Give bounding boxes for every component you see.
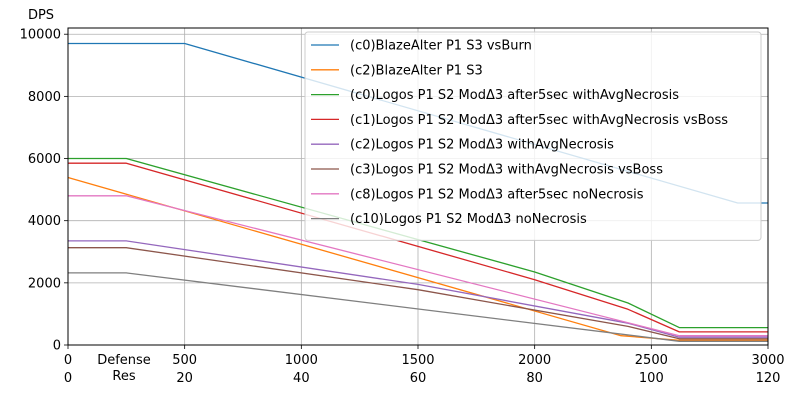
x-tick-label: 1500	[401, 353, 434, 368]
series-line-5	[68, 247, 768, 340]
x-tick-label: 3000	[751, 353, 784, 368]
x-tick-label-secondary: 80	[526, 371, 543, 386]
y-tick-label: 4000	[28, 214, 61, 229]
y-tick-label: 10000	[20, 28, 61, 43]
axis-ticks: 0050020100040150060200080250010030001200…	[20, 28, 785, 386]
series-line-3	[68, 162, 768, 333]
legend-entry-label: (c1)Logos P1 S2 ModΔ3 after5sec withAvgN…	[350, 113, 728, 128]
y-tick-label: 0	[53, 339, 61, 354]
x-tick-label-secondary: 20	[176, 371, 193, 386]
series-line-4	[68, 240, 768, 338]
x-tick-label-secondary: 60	[410, 371, 427, 386]
x-tick-label: 2500	[635, 353, 668, 368]
y-tick-label: 2000	[28, 276, 61, 291]
legend-entry-label: (c10)Logos P1 S2 ModΔ3 noNecrosis	[350, 212, 587, 227]
legend-entry-label: (c2)Logos P1 S2 ModΔ3 withAvgNecrosis	[350, 138, 614, 153]
y-tick-label: 6000	[28, 152, 61, 167]
series-line-2	[68, 157, 768, 329]
x-axis-label-line1: Defense	[97, 353, 151, 368]
x-tick-label: 500	[172, 353, 197, 368]
x-tick-label-secondary: 100	[639, 371, 664, 386]
legend: (c0)BlazeAlter P1 S3 vsBurn (c2)BlazeAlte…	[304, 31, 762, 241]
x-tick-label: 2000	[518, 353, 551, 368]
legend-entry-label: (c0)BlazeAlter P1 S3 vsBurn	[350, 39, 532, 54]
x-axis-label-line2: Res	[112, 369, 135, 384]
x-tick-label-secondary: 120	[756, 371, 781, 386]
x-tick-label: 0	[64, 353, 72, 368]
y-axis-label: DPS	[28, 8, 54, 23]
legend-box	[304, 31, 762, 241]
x-tick-label-secondary: 40	[293, 371, 310, 386]
legend-entry-label: (c3)Logos P1 S2 ModΔ3 withAvgNecrosis vs…	[350, 163, 663, 178]
series-line-7	[68, 272, 768, 342]
x-tick-label-secondary: 0	[64, 371, 72, 386]
legend-entry-label: (c8)Logos P1 S2 ModΔ3 after5sec noNecros…	[350, 187, 644, 202]
series-line-6	[68, 195, 768, 337]
legend-entry-label: (c2)BlazeAlter P1 S3	[350, 63, 483, 78]
x-tick-label: 1000	[285, 353, 318, 368]
y-tick-label: 8000	[28, 90, 61, 105]
legend-entry-label: (c0)Logos P1 S2 ModΔ3 after5sec withAvgN…	[350, 88, 679, 103]
